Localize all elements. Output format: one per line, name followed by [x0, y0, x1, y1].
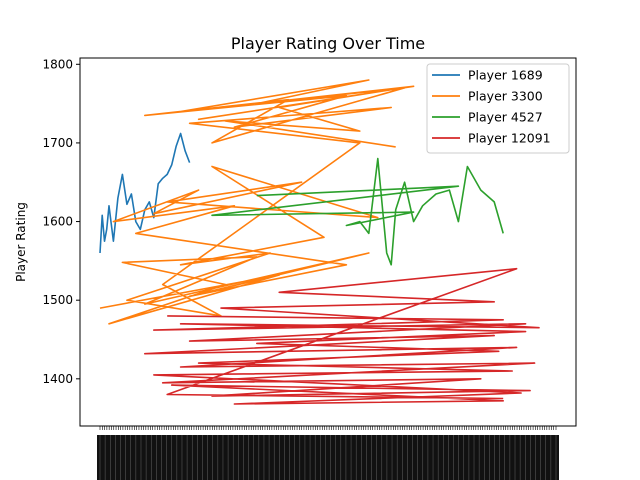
y-tick-label: 1800: [42, 57, 73, 71]
legend: Player 1689 Player 3300 Player 4527 Player …: [426, 63, 570, 154]
y-tick-label: 1600: [42, 215, 73, 229]
series-layer: [99, 79, 540, 405]
legend-label: Player 3300: [468, 89, 543, 104]
plot-frame: [79, 57, 577, 427]
y-tick-label: 1700: [42, 136, 73, 150]
series-line-1: [99, 132, 191, 254]
y-tick-label: 1400: [42, 372, 73, 386]
legend-label: Player 1689: [468, 68, 543, 83]
chart-title: Player Rating Over Time: [231, 34, 425, 53]
series-line-2: [99, 79, 415, 325]
x-axis: [97, 426, 559, 480]
y-axis: 1400 1500 1600 1700 1800: [42, 57, 80, 386]
y-axis-label: Player Rating: [14, 202, 28, 282]
y-tick-label: 1500: [42, 293, 73, 307]
series-line-4: [144, 267, 540, 405]
legend-label: Player 12091: [468, 131, 551, 146]
series-line-3: [211, 157, 504, 266]
legend-label: Player 4527: [468, 110, 543, 125]
legend-box: [426, 63, 570, 154]
x-tick-labels-overlap: [97, 435, 559, 480]
